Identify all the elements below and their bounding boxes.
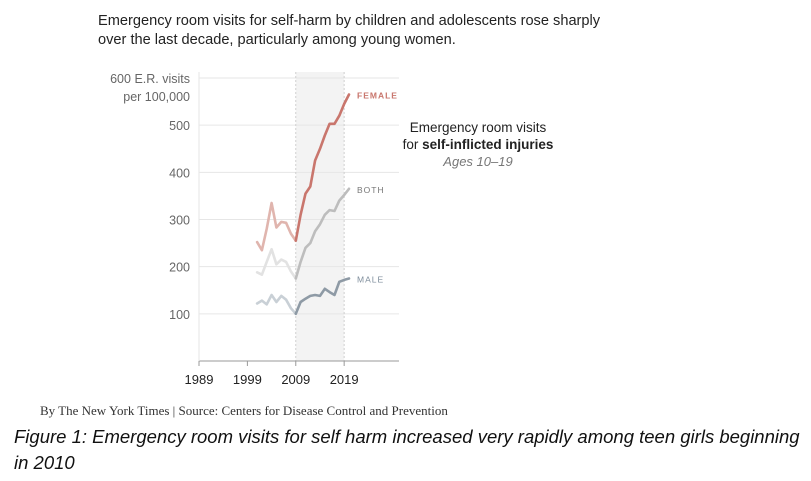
annotation-line-2-prefix: for bbox=[402, 137, 423, 152]
chart-headline: Emergency room visits for self-harm by c… bbox=[98, 13, 601, 48]
y-tick-label-top: 600 E.R. visits bbox=[110, 72, 190, 86]
figure-caption: Figure 1: Emergency room visits for self… bbox=[14, 426, 800, 473]
series-label-both: BOTH bbox=[357, 185, 385, 195]
x-tick-label-2009: 2009 bbox=[281, 372, 310, 387]
chart-annotation: Emergency room visits for self-inflicted… bbox=[388, 119, 568, 170]
series-line-male-recent bbox=[294, 277, 351, 316]
source-credit: By The New York Times | Source: Centers … bbox=[40, 403, 448, 418]
annotation-age-range: Ages 10–19 bbox=[443, 154, 513, 169]
series-line-both-recent bbox=[294, 187, 351, 280]
series-line-both-early bbox=[255, 247, 298, 280]
x-tick-label-1989: 1989 bbox=[185, 372, 214, 387]
y-axis-unit-label: per 100,000 bbox=[123, 90, 190, 104]
shaded-range-2009-2019 bbox=[295, 72, 345, 361]
y-tick-label-200: 200 bbox=[169, 261, 190, 275]
series-line-female-recent bbox=[294, 93, 351, 242]
x-tick-label-1999: 1999 bbox=[233, 372, 262, 387]
series-label-female: FEMALE bbox=[357, 91, 398, 101]
series-line-male-early bbox=[255, 293, 298, 316]
annotation-line-2-bold: self-inflicted injuries bbox=[422, 137, 554, 152]
annotation-line-2: for self-inflicted injuries bbox=[388, 136, 568, 153]
series-label-male: MALE bbox=[357, 274, 384, 284]
annotation-line-1: Emergency room visits bbox=[409, 120, 547, 135]
y-tick-label-300: 300 bbox=[169, 214, 190, 228]
y-tick-label-400: 400 bbox=[169, 166, 190, 180]
x-tick-label-2019: 2019 bbox=[330, 372, 359, 387]
series-line-female-early bbox=[255, 201, 298, 252]
y-tick-label-500: 500 bbox=[169, 119, 190, 133]
y-tick-label-100: 100 bbox=[169, 308, 190, 322]
